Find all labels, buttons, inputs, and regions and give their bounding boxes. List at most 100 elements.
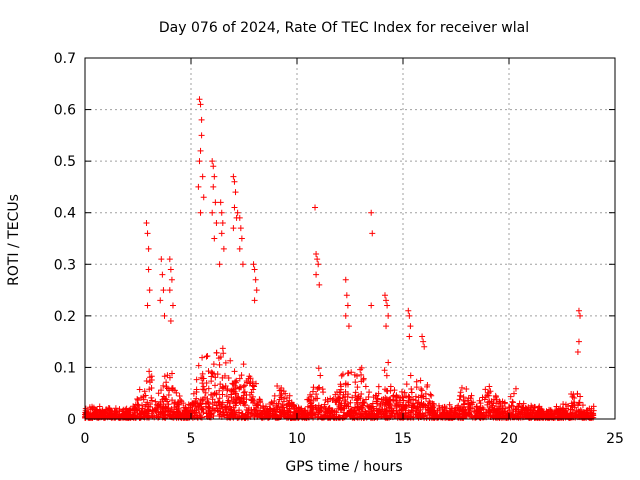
data-point [439, 404, 446, 411]
data-point [456, 396, 463, 403]
data-point [224, 411, 231, 418]
data-point [352, 404, 359, 411]
data-point [230, 404, 237, 411]
plot-frame [84, 57, 616, 420]
data-point [182, 404, 189, 411]
data-point [485, 392, 492, 399]
y-tick-label: 0.3 [54, 257, 76, 273]
data-point [390, 396, 397, 403]
data-point [291, 406, 298, 413]
data-point [383, 372, 390, 379]
data-point [339, 394, 346, 401]
data-point [144, 230, 151, 237]
data-point [286, 413, 293, 420]
data-point [139, 402, 146, 409]
data-point [516, 400, 523, 407]
data-point [366, 412, 373, 419]
data-point [451, 412, 458, 419]
data-point [554, 414, 561, 421]
data-point [231, 382, 238, 389]
data-point [148, 373, 155, 380]
data-point [93, 410, 100, 417]
data-point [134, 410, 141, 417]
data-point [141, 409, 148, 416]
data-point [415, 407, 422, 414]
data-point [328, 407, 335, 414]
data-point [485, 399, 492, 406]
data-point [198, 132, 205, 139]
data-point [382, 414, 389, 421]
data-point [216, 261, 223, 268]
data-point [302, 409, 309, 416]
data-point [148, 385, 155, 391]
data-point [185, 410, 192, 417]
data-point [427, 407, 434, 414]
data-point [553, 403, 560, 410]
data-point [228, 388, 235, 395]
data-point [146, 368, 153, 375]
data-point [219, 220, 226, 227]
data-point [205, 385, 212, 392]
data-point [232, 400, 239, 407]
data-point [373, 398, 380, 405]
data-point [376, 406, 383, 413]
data-point [248, 389, 255, 396]
data-point [462, 412, 469, 419]
data-point [421, 343, 428, 350]
data-point [220, 385, 227, 392]
data-point [214, 371, 221, 378]
data-point [497, 399, 504, 406]
data-point [134, 396, 141, 403]
data-point [427, 391, 434, 398]
data-point [576, 399, 583, 406]
data-point [305, 396, 312, 403]
data-point [241, 382, 248, 389]
data-point [352, 379, 359, 386]
data-point [209, 370, 216, 377]
data-point [513, 406, 520, 413]
data-point [236, 214, 243, 221]
data-point [316, 384, 323, 391]
data-point [476, 405, 483, 412]
data-point [386, 408, 393, 415]
data-point [193, 376, 200, 383]
data-point [83, 410, 90, 417]
data-point [383, 297, 390, 304]
data-point [175, 399, 182, 406]
data-point [193, 388, 200, 395]
data-point [342, 276, 349, 283]
data-point [344, 302, 351, 309]
data-point [419, 410, 426, 417]
data-point [278, 384, 285, 391]
data-point [424, 412, 431, 419]
data-point [313, 250, 320, 257]
data-point [103, 406, 110, 413]
data-point [208, 410, 215, 417]
data-point [487, 388, 494, 395]
data-point [290, 402, 297, 409]
data-point [316, 281, 323, 288]
data-point [161, 414, 168, 421]
data-point [383, 409, 390, 416]
data-point [143, 377, 150, 384]
data-point [145, 414, 152, 421]
data-point [105, 412, 112, 419]
data-point [420, 338, 427, 345]
data-point [354, 399, 361, 406]
data-point [205, 368, 212, 375]
data-point [230, 173, 237, 180]
data-point [512, 385, 519, 392]
data-point [163, 405, 170, 412]
data-point [157, 409, 164, 416]
data-point [82, 407, 89, 414]
data-point [210, 183, 217, 190]
data-point [368, 302, 375, 309]
data-point [428, 392, 435, 399]
data-point [216, 361, 223, 368]
data-point [306, 397, 313, 404]
data-point [344, 400, 351, 407]
data-point [148, 394, 155, 401]
data-point [198, 116, 205, 123]
data-point [330, 414, 337, 421]
